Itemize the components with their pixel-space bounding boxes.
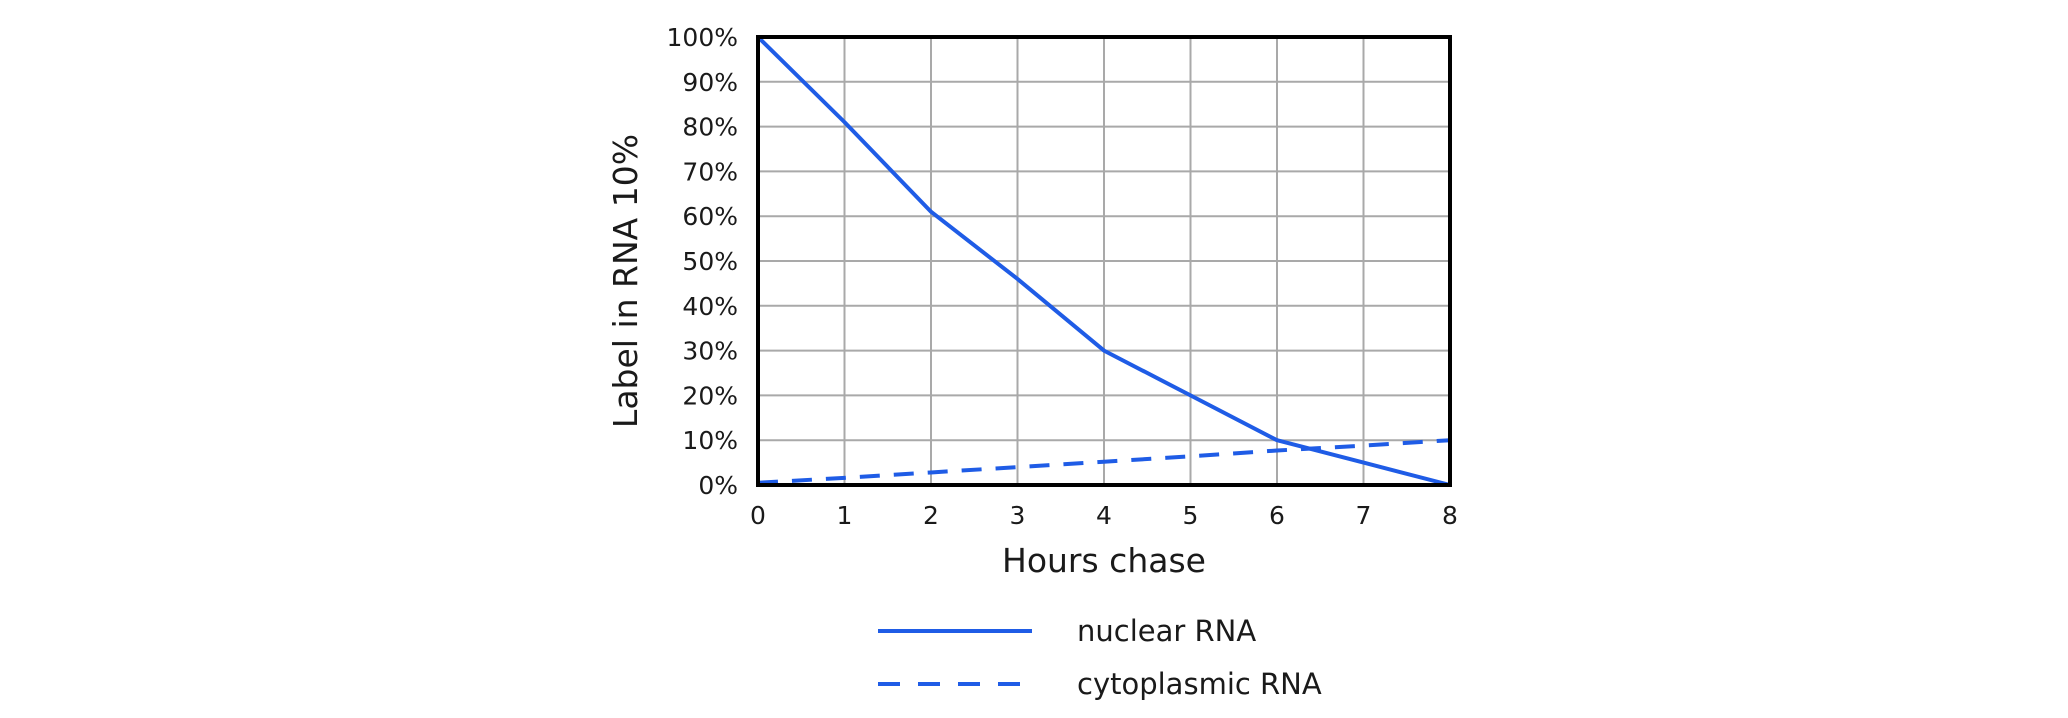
y-tick-label: 90% [682, 68, 738, 97]
x-tick-labels: 0 1 2 3 4 5 6 7 8 [750, 501, 1458, 530]
y-tick-label: 20% [682, 381, 738, 410]
x-tick-label: 8 [1442, 501, 1458, 530]
y-tick-label: 10% [682, 426, 738, 455]
y-tick-label: 70% [682, 157, 738, 186]
x-tick-label: 0 [750, 501, 766, 530]
y-tick-labels: 0% 10% 20% 30% 40% 50% 60% 70% 80% 90% 100% [667, 23, 738, 500]
y-tick-label: 100% [667, 23, 738, 52]
grid [758, 37, 1450, 485]
legend-label-nuclear-rna: nuclear RNA [1077, 614, 1256, 648]
y-tick-label: 0% [698, 471, 738, 500]
series-line-nuclear-rna [756, 35, 1451, 487]
plot-frame [756, 35, 1452, 487]
x-axis-title: Hours chase [1002, 541, 1206, 580]
y-axis-title: Label in RNA 10% [606, 134, 645, 428]
y-tick-label: 60% [682, 202, 738, 231]
y-tick-label: 40% [682, 292, 738, 321]
x-tick-label: 2 [923, 501, 939, 530]
x-tick-label: 3 [1010, 501, 1026, 530]
x-tick-label: 6 [1269, 501, 1285, 530]
x-tick-label: 1 [837, 501, 853, 530]
x-tick-label: 7 [1356, 501, 1372, 530]
x-tick-label: 5 [1183, 501, 1199, 530]
y-tick-label: 80% [682, 113, 738, 142]
legend: nuclear RNA cytoplasmic RNA [878, 614, 1322, 701]
series-line-cytoplasmic-rna [757, 438, 1451, 485]
series-layer [756, 35, 1451, 487]
y-tick-label: 50% [682, 247, 738, 276]
legend-label-cytoplasmic-rna: cytoplasmic RNA [1077, 667, 1322, 701]
x-tick-label: 4 [1096, 501, 1112, 530]
y-tick-label: 30% [682, 337, 738, 366]
